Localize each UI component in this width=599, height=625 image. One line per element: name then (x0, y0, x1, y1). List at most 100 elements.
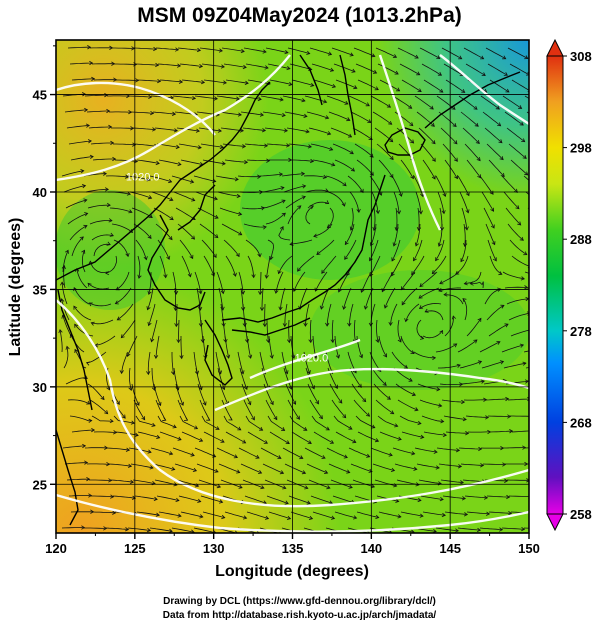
streamline-arrowhead (344, 100, 349, 105)
streamline-arrowhead (503, 72, 508, 76)
streamline (91, 234, 114, 241)
streamline (267, 239, 275, 260)
streamline (283, 185, 306, 193)
streamline (303, 175, 327, 178)
streamline (286, 127, 310, 133)
streamline-arrowhead (247, 401, 252, 406)
streamline-arrowhead (141, 416, 146, 421)
streamline-arrowhead (440, 419, 445, 424)
streamline-arrowhead (363, 305, 368, 310)
streamline (459, 191, 469, 213)
streamline-arrowhead (262, 323, 267, 328)
streamline (372, 111, 392, 125)
streamline-arrowhead (438, 403, 443, 408)
streamline (282, 95, 305, 102)
streamline-arrowhead (490, 207, 494, 212)
streamline-arrowhead (388, 452, 393, 457)
streamline (94, 335, 116, 346)
green-band-yellow-sea (56, 190, 165, 310)
streamline-arrowhead (398, 192, 403, 197)
streamline-arrowhead (430, 122, 435, 127)
streamline-arrowhead (437, 242, 442, 247)
streamline-arrowhead (89, 60, 94, 66)
streamline (413, 351, 436, 359)
streamline (313, 431, 334, 444)
streamline-arrowhead (248, 354, 253, 359)
streamline-arrowhead (281, 212, 286, 217)
streamline (149, 175, 172, 183)
streamline-arrowhead (368, 322, 374, 327)
streamline (203, 255, 215, 277)
streamline-arrowhead (125, 252, 130, 258)
streamline (316, 239, 335, 255)
streamline (224, 511, 247, 519)
streamline-arrowhead (281, 427, 286, 431)
streamline-arrowhead (238, 231, 243, 236)
streamline-arrowhead (148, 214, 153, 219)
x-axis-ticks: 120 125 130 135 140 145 150 (45, 533, 540, 556)
streamline (313, 223, 333, 237)
streamline (421, 415, 444, 422)
streamline-arrowhead (342, 182, 347, 187)
streamline (240, 463, 262, 474)
streamline (466, 511, 490, 515)
streamline-arrowhead (129, 479, 135, 484)
streamline-arrowhead (540, 203, 544, 206)
streamline (153, 383, 161, 406)
streamline-arrowhead (375, 514, 380, 519)
isobar-labels: 1020.0 1020.0 (126, 171, 328, 364)
streamline (64, 462, 88, 465)
colorbar-tick-label: 258 (570, 507, 592, 522)
streamline-arrowhead (153, 46, 158, 52)
streamline-arrowhead (329, 146, 334, 151)
streamline (401, 79, 422, 92)
streamline-arrowhead (87, 45, 92, 50)
streamline (304, 447, 326, 459)
streamline-arrowhead (473, 105, 478, 110)
streamline-arrowhead (130, 420, 135, 425)
streamline-arrowhead (257, 96, 262, 102)
streamline (201, 415, 220, 430)
streamline-arrowhead (463, 512, 469, 517)
streamline (202, 335, 207, 359)
streamline-arrowhead (215, 426, 220, 430)
streamline-arrowhead (244, 159, 249, 165)
streamline (417, 383, 440, 390)
streamline-arrowhead (171, 111, 177, 116)
streamline-arrowhead (189, 254, 194, 260)
streamline (265, 47, 288, 54)
streamline (135, 415, 156, 427)
y-tick-label: 25 (33, 477, 47, 492)
streamline (198, 479, 221, 488)
streamline-arrowhead (408, 377, 413, 382)
streamline-arrowhead (175, 497, 180, 502)
y-tick-label: 35 (33, 282, 47, 297)
streamline-arrowhead (256, 531, 260, 533)
streamline-arrowhead (134, 432, 139, 437)
streamline-arrowhead (195, 128, 200, 133)
streamline (238, 271, 244, 295)
streamline-arrowhead (465, 192, 470, 197)
streamline-arrowhead (480, 55, 485, 60)
streamline-arrowhead (519, 236, 524, 241)
streamline (349, 191, 360, 213)
streamline-arrowhead (327, 131, 332, 136)
streamline (172, 447, 195, 456)
streamline-arrowhead (113, 430, 118, 435)
streamline-arrowhead (238, 211, 243, 216)
streamline-arrowhead (169, 451, 174, 456)
streamline (261, 187, 284, 193)
streamline (242, 127, 266, 131)
streamline (394, 463, 417, 470)
streamline (507, 398, 529, 401)
streamline-arrowhead (491, 241, 496, 246)
streamline-arrowhead (531, 429, 534, 433)
streamline (173, 367, 179, 391)
streamline (461, 380, 485, 385)
streamline (89, 261, 108, 274)
streamline (444, 159, 458, 179)
streamline-arrowhead (106, 108, 111, 114)
streamline-arrowhead (279, 226, 284, 231)
streamline (69, 62, 93, 65)
streamline-arrowhead (394, 423, 399, 428)
